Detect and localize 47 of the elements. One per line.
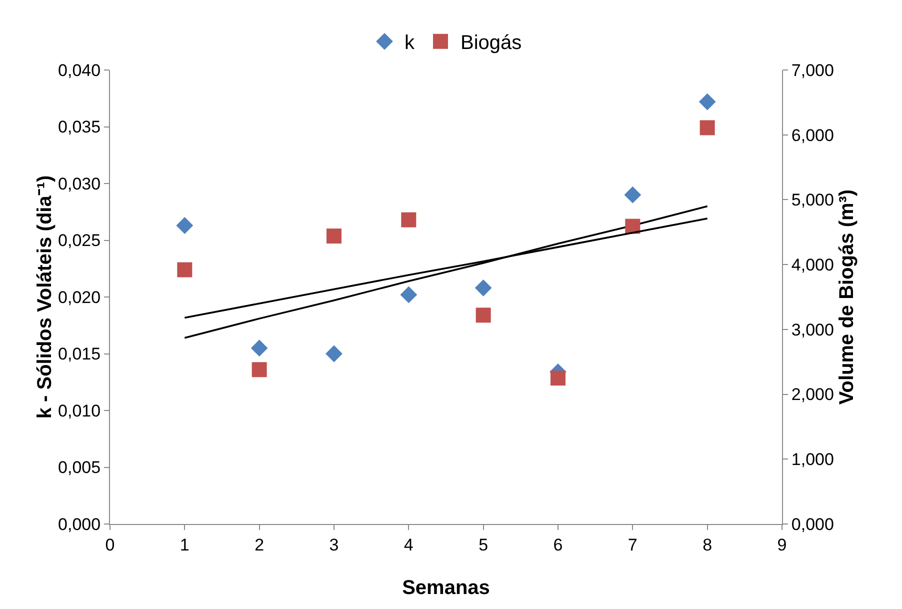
x-tick-label: 4: [404, 535, 414, 554]
y-tick-label: 0,040: [58, 60, 101, 80]
x-tick-label: 7: [628, 535, 638, 554]
y-tick-label: 0,025: [58, 231, 101, 250]
y-tick-label: 0,020: [58, 288, 101, 307]
x-tick-label: 9: [777, 535, 787, 554]
point: [700, 120, 715, 136]
point: [476, 308, 491, 323]
y2-tick-label: 5,000: [791, 190, 834, 210]
point: [400, 286, 418, 304]
x-tick-label: 3: [329, 535, 339, 554]
y2-tick-label: 1,000: [791, 450, 834, 470]
y-tick-label: 0,000: [58, 514, 101, 534]
y-tick-label: 0,035: [58, 118, 101, 137]
legend-label: k: [404, 32, 416, 54]
point: [176, 217, 194, 234]
x-tick-label: 8: [702, 535, 712, 554]
x-tick-label: 6: [553, 535, 563, 554]
y2-tick-label: 0,000: [791, 514, 834, 534]
x-tick-label: 2: [254, 535, 264, 554]
y-tick-label: 0,010: [58, 401, 101, 420]
point: [624, 186, 642, 204]
y-axis-title: k - Sólidos Voláteis (dia⁻¹): [34, 175, 56, 419]
point: [177, 262, 192, 278]
point: [550, 370, 566, 386]
point: [698, 93, 716, 110]
y-tick-label: 0,015: [58, 344, 101, 364]
point: [401, 212, 416, 228]
point: [326, 345, 342, 362]
y-tick-label: 0,005: [58, 458, 101, 478]
x-tick-label: 5: [478, 535, 488, 554]
y2-tick-label: 7,000: [791, 60, 834, 80]
point: [252, 362, 267, 378]
y2-tick-label: 4,000: [791, 256, 834, 275]
line-series: [184, 205, 708, 339]
y2-tick-label: 6,000: [791, 126, 834, 145]
point: [326, 228, 342, 244]
x-tick-label: 0: [105, 535, 115, 554]
y2-tick-label: 2,000: [791, 385, 834, 404]
x-tick-label: 1: [180, 535, 190, 554]
y-tick-label: 0,030: [58, 174, 101, 194]
x-axis-title: Semanas: [402, 577, 490, 599]
y2-tick-label: 3,000: [791, 320, 834, 340]
point: [250, 340, 268, 357]
y2-axis-title: Volume de Biogás (m³): [836, 189, 858, 405]
point: [474, 279, 492, 296]
legend-label: Biogás: [460, 32, 522, 54]
